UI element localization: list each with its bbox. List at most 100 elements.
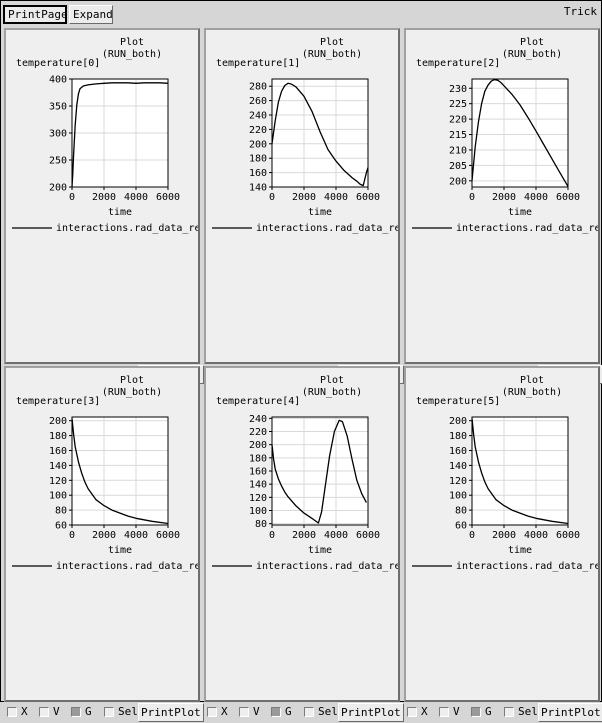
x-checkbox[interactable] bbox=[7, 707, 17, 717]
y-tick-label: 215 bbox=[449, 130, 467, 141]
y-tick-label: 200 bbox=[49, 416, 67, 427]
print-plot-button[interactable]: PrintPlot bbox=[338, 703, 404, 722]
x-tick-label: 6000 bbox=[356, 530, 380, 541]
y-tick-label: 120 bbox=[449, 476, 467, 487]
y-axis-label: temperature[2] bbox=[416, 58, 500, 69]
plot-frame bbox=[471, 78, 569, 188]
y-tick-label: 250 bbox=[49, 156, 67, 167]
sel-label: Sel bbox=[318, 705, 338, 718]
plot-title: Plot bbox=[320, 375, 344, 386]
x-tick-label: 4000 bbox=[324, 530, 348, 541]
g-label: G bbox=[85, 705, 92, 718]
x-tick-label: 6000 bbox=[556, 192, 580, 203]
x-tick-label: 4000 bbox=[124, 530, 148, 541]
plot-subtitle: (RUN_both) bbox=[102, 49, 162, 60]
y-tick-label: 80 bbox=[255, 519, 267, 530]
line-chart: Plot(RUN_both)temperature[3] 0 2000 4000 600… bbox=[12, 375, 198, 572]
x-tick-label: 2000 bbox=[292, 530, 316, 541]
plot-panel: Plot (RUN_both) temperature[1] 0 2000 4000 600… bbox=[204, 28, 400, 364]
plot-frame bbox=[471, 416, 569, 526]
plot-panel: Plot (RUN_both) temperature[5] 0 2000 4000 600… bbox=[404, 366, 600, 702]
legend-label: interactions.rad_data_re bbox=[456, 223, 598, 234]
y-tick-label: 100 bbox=[449, 491, 467, 502]
plot-subtitle: (RUN_both) bbox=[302, 387, 362, 398]
x-tick-label: 0 bbox=[469, 530, 475, 541]
y-tick-label: 60 bbox=[455, 521, 467, 532]
y-tick-label: 100 bbox=[49, 491, 67, 502]
y-axis-label: temperature[1] bbox=[216, 58, 300, 69]
sel-label: Sel bbox=[518, 705, 538, 718]
x-label: X bbox=[421, 705, 428, 718]
y-tick-label: 220 bbox=[249, 125, 267, 136]
plot-subtitle: (RUN_both) bbox=[102, 387, 162, 398]
print-page-button[interactable]: PrintPage bbox=[3, 5, 68, 24]
plot-frame bbox=[71, 416, 169, 526]
g-checkbox[interactable] bbox=[471, 707, 481, 717]
legend-label: interactions.rad_data_re bbox=[56, 223, 198, 234]
series-line bbox=[71, 82, 169, 188]
y-tick-label: 200 bbox=[249, 440, 267, 451]
x-tick-label: 0 bbox=[269, 192, 275, 203]
print-plot-button[interactable]: PrintPlot bbox=[538, 703, 602, 722]
y-tick-label: 180 bbox=[49, 431, 67, 442]
v-checkbox[interactable] bbox=[39, 707, 49, 717]
plot-title: Plot bbox=[120, 37, 144, 48]
x-tick-label: 2000 bbox=[292, 192, 316, 203]
x-checkbox[interactable] bbox=[207, 707, 217, 717]
y-tick-label: 210 bbox=[449, 145, 467, 156]
x-tick-label: 4000 bbox=[524, 530, 548, 541]
plot-body: Plot(RUN_both)temperature[5] 0 2000 4000 600… bbox=[412, 375, 598, 572]
y-tick-label: 225 bbox=[449, 99, 467, 110]
series-line bbox=[471, 78, 569, 187]
v-label: V bbox=[453, 705, 460, 718]
x-tick-label: 0 bbox=[69, 192, 75, 203]
legend-label: interactions.rad_data_re bbox=[456, 561, 598, 572]
v-checkbox[interactable] bbox=[439, 707, 449, 717]
sel-checkbox[interactable] bbox=[504, 707, 514, 717]
plot-title: Plot bbox=[520, 37, 544, 48]
g-checkbox[interactable] bbox=[71, 707, 81, 717]
x-tick-label: 4000 bbox=[524, 192, 548, 203]
plot-panel: Plot (RUN_both) temperature[0] 0 2000 4000 600… bbox=[4, 28, 200, 364]
sel-checkbox[interactable] bbox=[104, 707, 114, 717]
y-tick-label: 160 bbox=[449, 446, 467, 457]
y-tick-label: 160 bbox=[249, 168, 267, 179]
x-tick-label: 4000 bbox=[324, 192, 348, 203]
v-checkbox[interactable] bbox=[239, 707, 249, 717]
y-tick-label: 220 bbox=[249, 427, 267, 438]
plot-frame bbox=[271, 416, 369, 526]
x-tick-label: 2000 bbox=[92, 192, 116, 203]
plot-body: Plot(RUN_both)temperature[3] 0 2000 4000 600… bbox=[12, 375, 198, 572]
plot-title: Plot bbox=[120, 375, 144, 386]
plot-body: Plot(RUN_both)temperature[2] 0 2000 4000 600… bbox=[412, 37, 598, 234]
plot-area bbox=[471, 78, 569, 188]
g-checkbox[interactable] bbox=[271, 707, 281, 717]
y-axis-label: temperature[0] bbox=[16, 58, 100, 69]
y-tick-label: 240 bbox=[249, 414, 267, 425]
y-tick-label: 200 bbox=[449, 176, 467, 187]
sel-checkbox[interactable] bbox=[304, 707, 314, 717]
plot-subtitle: (RUN_both) bbox=[302, 49, 362, 60]
y-tick-label: 180 bbox=[249, 453, 267, 464]
plot-title: Plot bbox=[520, 375, 544, 386]
x-tick-label: 6000 bbox=[156, 530, 180, 541]
print-plot-button[interactable]: PrintPlot bbox=[138, 703, 204, 722]
plot-panel: Plot (RUN_both) temperature[4] 0 2000 4000 600… bbox=[204, 366, 400, 702]
y-tick-label: 230 bbox=[449, 84, 467, 95]
expand-button[interactable]: Expand bbox=[69, 5, 113, 24]
y-tick-label: 80 bbox=[455, 506, 467, 517]
y-tick-label: 60 bbox=[55, 521, 67, 532]
x-tick-label: 6000 bbox=[156, 192, 180, 203]
y-tick-label: 100 bbox=[249, 506, 267, 517]
y-tick-label: 300 bbox=[49, 129, 67, 140]
series-line bbox=[471, 418, 569, 525]
series-line bbox=[71, 418, 169, 525]
x-checkbox[interactable] bbox=[407, 707, 417, 717]
v-label: V bbox=[253, 705, 260, 718]
x-tick-label: 2000 bbox=[492, 192, 516, 203]
legend-label: interactions.rad_data_re bbox=[56, 561, 198, 572]
x-label: X bbox=[221, 705, 228, 718]
y-axis-label: temperature[3] bbox=[16, 396, 100, 407]
